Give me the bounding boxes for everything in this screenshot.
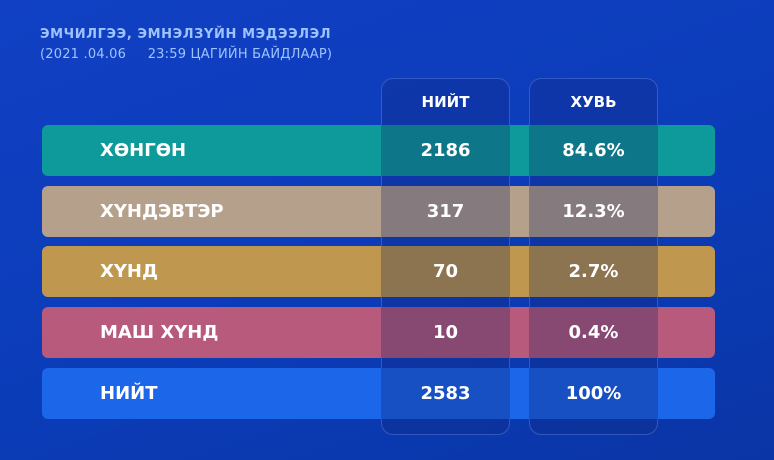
row-label: МАШ ХҮНД [100,322,219,343]
row-pct: 2.7% [568,261,619,282]
cell-shade [381,125,510,176]
cell-shade [529,246,658,297]
table-row: МАШ ХҮНД 10 0.4% [42,307,715,358]
table-row: ХҮНДЭВТЭР 317 12.3% [42,186,715,237]
row-total: 317 [426,201,465,222]
cell-shade [529,368,658,419]
cell-shade [381,307,510,358]
row-pct: 84.6% [562,140,625,161]
title: ЭМЧИЛГЭЭ, ЭМНЭЛЗҮЙН МЭДЭЭЛЭЛ [40,27,332,42]
header-total: НИЙТ [421,93,470,111]
cell-shade [381,246,510,297]
subtitle: (2021 .04.06 23:59 ЦАГИЙН БАЙДЛААР) [40,47,333,62]
row-total: 10 [432,322,459,343]
row-label: ХӨНГӨН [100,140,187,161]
cell-shade [381,186,510,237]
cell-shade [381,368,510,419]
row-total: 2583 [420,383,471,404]
row-label: НИЙТ [100,383,158,404]
table-row: ХӨНГӨН 2186 84.6% [42,125,715,176]
row-total: 2186 [420,140,471,161]
row-total: 70 [432,261,459,282]
header-pct: ХУВЬ [570,93,617,111]
table-row-total: НИЙТ 2583 100% [42,368,715,419]
table-row: ХҮНД 70 2.7% [42,246,715,297]
row-pct: 12.3% [562,201,625,222]
cell-shade [529,307,658,358]
row-pct: 100% [565,383,622,404]
row-label: ХҮНДЭВТЭР [100,201,224,222]
cell-shade [529,125,658,176]
row-pct: 0.4% [568,322,619,343]
cell-shade [529,186,658,237]
row-label: ХҮНД [100,261,159,282]
